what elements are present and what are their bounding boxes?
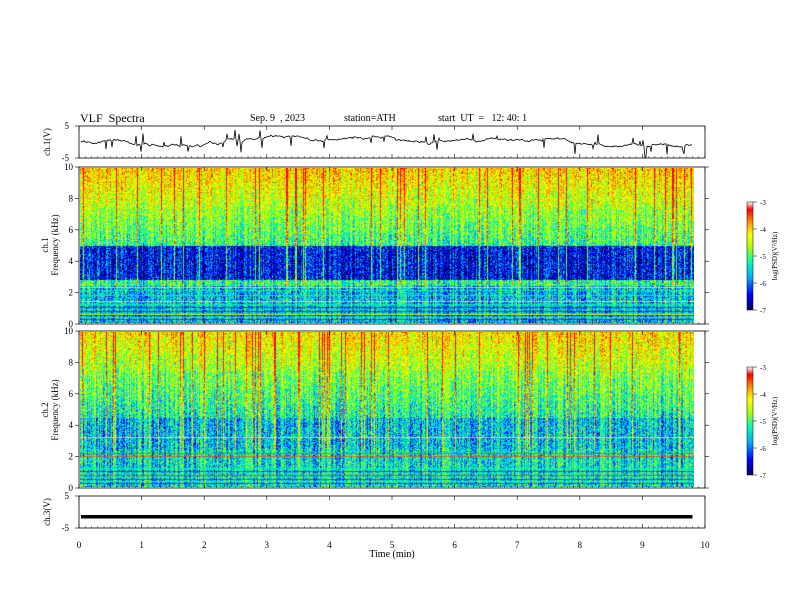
spectrogram-image: [80, 168, 694, 323]
ch1-waveform-trace: [80, 129, 693, 159]
ch1-waveform-frame: [78, 125, 706, 159]
colorbar-tick-label: -7: [760, 472, 766, 480]
spectrogram-image: [80, 332, 694, 487]
y-tick-label: -5: [62, 523, 70, 533]
ch1-trace-line: [80, 129, 693, 159]
colorbar-tick-label: -7: [760, 307, 766, 315]
y-tick-label: 10: [64, 326, 74, 336]
y-tick-label: -5: [62, 153, 70, 163]
y-tick-label: 4: [69, 420, 74, 430]
ch1-spectrogram: [80, 168, 694, 323]
colorbar-tick-label: -5: [760, 418, 766, 426]
colorbar-tick-label: -3: [760, 199, 766, 207]
colorbar-tick-label: -3: [760, 364, 766, 372]
ch2-colorbar-label: log(PSD)(V²/Hz): [771, 396, 779, 445]
colorbar-tick-label: -6: [760, 280, 766, 288]
ch1-colorbar-label: log(PSD)(V²/Hz): [771, 231, 779, 280]
chart-title: VLF Spectra: [80, 111, 145, 125]
x-tick-label: 2: [202, 540, 207, 550]
x-tick-label: 3: [265, 540, 270, 550]
y-tick-label: 0: [69, 319, 74, 329]
x-axis-label: Time (min): [369, 549, 414, 560]
y-tick-label: 4: [69, 256, 74, 266]
ch2-spectrogram: [80, 332, 694, 487]
ch2-freq-label: Frequency (kHz): [50, 379, 60, 440]
y-tick-label: 10: [64, 162, 74, 172]
colorbar-tick-label: -6: [760, 445, 766, 453]
colorbar-tick-label: -4: [760, 226, 766, 234]
x-tick-label: 1: [139, 540, 144, 550]
x-tick-label: 8: [578, 540, 583, 550]
ch1-channel-label: ch.1: [40, 237, 50, 252]
station-label: station=ATH: [344, 113, 396, 124]
ch3-waveform-frame: [78, 495, 706, 529]
y-tick-label: 5: [65, 491, 70, 501]
start-time-label: start UT = 12: 40: 1: [438, 113, 528, 124]
ch3-volt-label: ch.3(V): [42, 498, 52, 526]
x-tick-label: 5: [390, 540, 395, 550]
x-tick-label: 6: [452, 540, 457, 550]
ch1-colorbar: [746, 201, 754, 311]
colorbar-tick-label: -4: [760, 391, 766, 399]
ch1-volt-label: ch.1(V): [42, 128, 52, 156]
x-tick-label: 7: [515, 540, 520, 550]
y-tick-label: 2: [69, 452, 74, 462]
date-label: Sep. 9 , 2023: [250, 113, 305, 124]
x-tick-label: 4: [327, 540, 332, 550]
y-tick-label: 5: [65, 121, 70, 131]
ch2-channel-label: ch.2: [40, 402, 50, 417]
ch1-freq-label: Frequency (kHz): [50, 214, 60, 275]
colorbar-tick-label: -5: [760, 253, 766, 261]
axes-ticks: 0 1 2 3 4 5 6 7 8 9 10024681002468105-55-5-3-4-5-6…: [62, 121, 767, 550]
y-tick-label: 2: [69, 288, 74, 298]
y-tick-label: 8: [69, 357, 74, 367]
y-tick-label: 0: [69, 483, 74, 493]
y-tick-label: 6: [69, 225, 74, 235]
ch2-colorbar: [746, 366, 754, 476]
x-tick-label: 10: [701, 540, 711, 550]
x-tick-label: 9: [640, 540, 645, 550]
x-tick-label: 0: [77, 540, 82, 550]
y-tick-label: 6: [69, 389, 74, 399]
y-tick-label: 8: [69, 193, 74, 203]
